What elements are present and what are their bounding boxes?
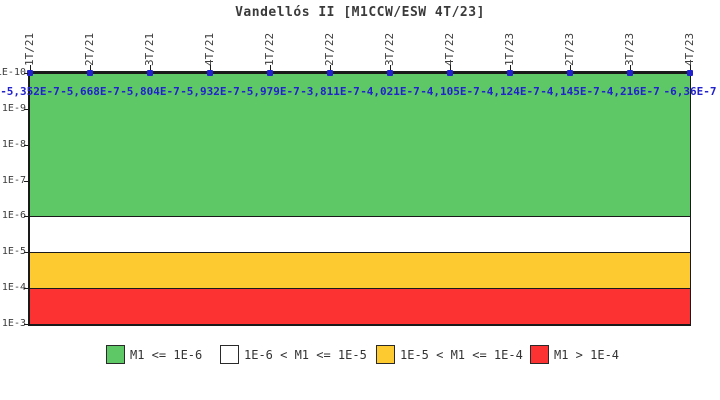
- data-marker: [147, 70, 153, 76]
- legend-swatch-yellow: [376, 345, 395, 364]
- plot-area: [28, 71, 691, 326]
- x-tick-mark: [330, 65, 331, 71]
- data-marker: [327, 70, 333, 76]
- value-label: -5,932E-7: [180, 85, 240, 98]
- value-label: -5,804E-7: [120, 85, 180, 98]
- data-marker: [27, 70, 33, 76]
- x-tick-label: 1T/22: [263, 32, 276, 66]
- legend-swatch-red: [530, 345, 549, 364]
- x-tick-mark: [30, 65, 31, 71]
- y-tick-mark: [24, 216, 28, 217]
- y-tick-mark: [24, 73, 28, 74]
- y-tick-label: 1E-8: [1, 139, 26, 150]
- y-tick-label: 1E-5: [1, 246, 26, 257]
- y-tick-mark: [24, 145, 28, 146]
- x-tick-label: 1T/23: [503, 32, 516, 66]
- data-marker: [387, 70, 393, 76]
- threshold-band-yellow: [30, 253, 690, 289]
- data-marker: [507, 70, 513, 76]
- data-marker: [267, 70, 273, 76]
- legend-label: 1E-5 < M1 <= 1E-4: [400, 347, 523, 362]
- x-tick-mark: [570, 65, 571, 71]
- x-tick-mark: [150, 65, 151, 71]
- x-tick-label: 3T/21: [143, 32, 156, 66]
- legend-item-green: M1 <= 1E-6: [106, 345, 202, 364]
- data-marker: [687, 70, 693, 76]
- y-tick-label: 1E-4: [1, 282, 26, 293]
- value-label: -4,124E-7: [480, 85, 540, 98]
- y-tick-mark: [24, 324, 28, 325]
- x-tick-mark: [210, 65, 211, 71]
- y-tick-label: 1E-3: [1, 318, 26, 329]
- data-marker: [87, 70, 93, 76]
- value-label: -6,36E-7: [663, 85, 717, 98]
- data-marker: [567, 70, 573, 76]
- value-label: -4,105E-7: [420, 85, 480, 98]
- x-tick-mark: [390, 65, 391, 71]
- legend-swatch-white: [220, 345, 239, 364]
- legend-label: M1 <= 1E-6: [130, 347, 203, 362]
- value-label: -5,668E-7: [60, 85, 120, 98]
- value-label: -4,216E-7: [600, 85, 660, 98]
- data-marker: [207, 70, 213, 76]
- data-marker: [627, 70, 633, 76]
- value-label: -4,145E-7: [540, 85, 600, 98]
- x-tick-label: 2T/22: [323, 32, 336, 66]
- y-tick-mark: [24, 109, 28, 110]
- y-tick-label: 1E-9: [1, 103, 26, 114]
- y-tick-mark: [24, 181, 28, 182]
- y-tick-label: 1E-10: [0, 67, 26, 78]
- y-tick-label: 1E-6: [1, 210, 26, 221]
- x-tick-mark: [510, 65, 511, 71]
- y-tick-mark: [24, 252, 28, 253]
- x-tick-mark: [630, 65, 631, 71]
- y-tick-mark: [24, 288, 28, 289]
- legend-item-yellow: 1E-5 < M1 <= 1E-4: [376, 345, 523, 364]
- x-tick-mark: [690, 65, 691, 71]
- x-tick-label: 4T/23: [683, 32, 696, 66]
- x-tick-label: 2T/23: [563, 32, 576, 66]
- x-tick-label: 4T/21: [203, 32, 216, 66]
- x-tick-label: 2T/21: [83, 32, 96, 66]
- chart-title: Vandellós II [M1CCW/ESW 4T/23]: [235, 5, 485, 20]
- threshold-band-red: [30, 289, 690, 324]
- legend-swatch-green: [106, 345, 125, 364]
- legend-label: M1 > 1E-4: [554, 347, 620, 362]
- value-label: -4,021E-7: [360, 85, 420, 98]
- x-tick-label: 3T/23: [623, 32, 636, 66]
- legend-item-white: 1E-6 < M1 <= 1E-5: [220, 345, 367, 364]
- value-label: -5,352E-7: [0, 85, 60, 98]
- x-tick-mark: [270, 65, 271, 71]
- x-tick-mark: [450, 65, 451, 71]
- x-tick-mark: [90, 65, 91, 71]
- threshold-band-green: [30, 74, 690, 217]
- threshold-band-white: [30, 217, 690, 253]
- legend-item-red: M1 > 1E-4: [530, 345, 619, 364]
- value-label: -3,811E-7: [300, 85, 360, 98]
- x-tick-label: 3T/22: [383, 32, 396, 66]
- data-marker: [447, 70, 453, 76]
- legend-label: 1E-6 < M1 <= 1E-5: [244, 347, 367, 362]
- y-tick-label: 1E-7: [1, 175, 26, 186]
- value-label: -5,979E-7: [240, 85, 300, 98]
- x-tick-label: 1T/21: [23, 32, 36, 66]
- x-tick-label: 4T/22: [443, 32, 456, 66]
